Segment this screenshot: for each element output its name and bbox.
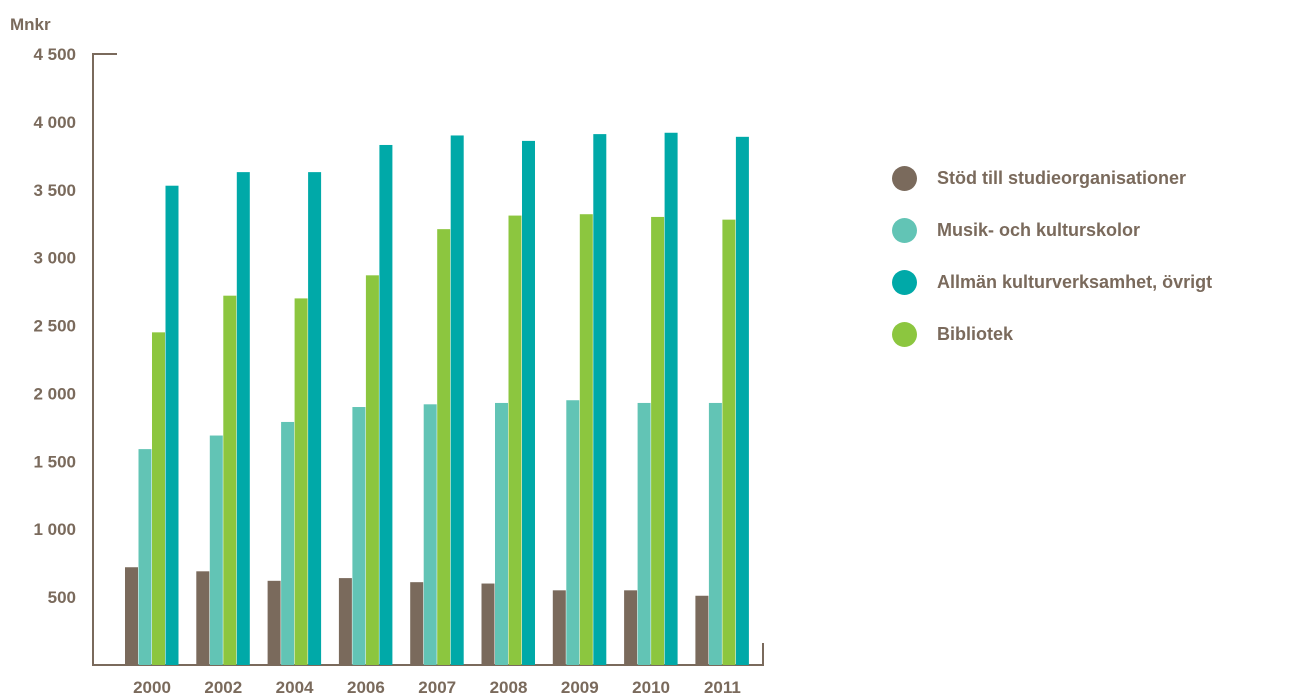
bars [125,132,749,666]
y-tick-label: 4 000 [33,113,76,132]
y-axis-ticks: 500 1 000 1 500 2 000 2 500 3 000 3 500 4 000 4 … [33,45,76,607]
bar [196,571,210,665]
x-tick-label: 2004 [276,678,314,697]
legend-item: Stöd till studieorganisationer [892,165,1212,191]
bar [495,402,508,665]
y-tick-label: 2 000 [33,384,76,403]
y-tick-label: 3 500 [33,181,76,200]
bar [281,421,295,665]
bar [294,298,308,665]
bar [508,215,522,665]
bar [138,449,152,665]
y-tick-label: 1 500 [33,452,76,471]
x-tick-label: 2011 [704,678,741,697]
bar [423,404,437,665]
y-tick-label: 4 500 [33,45,76,64]
bar [352,407,366,665]
legend-item: Bibliotek [892,321,1212,347]
bar [223,295,237,665]
y-unit-label: Mnkr [10,15,51,34]
bar [624,590,638,665]
x-tick-label: 2010 [632,678,670,697]
axes [92,53,764,666]
bar [379,144,393,665]
bar [410,582,424,665]
bar [651,216,665,665]
legend-swatch [892,321,917,347]
x-tick-label: 2000 [133,678,171,697]
bar [365,275,379,665]
bar [152,332,165,665]
bar [593,134,607,665]
bar [267,580,281,665]
legend-label: Musik- och kulturskolor [937,219,1141,240]
x-tick-label: 2002 [204,678,242,697]
legend-label: Allmän kulturverksamhet, övrigt [937,271,1213,292]
bar [722,219,736,665]
bar [209,435,223,665]
legend-swatch [892,269,917,295]
bar [236,172,250,666]
legend-label: Bibliotek [937,323,1014,344]
bar [735,136,749,665]
bar [450,135,464,665]
bar [708,402,722,665]
legend-label: Stöd till studieorganisationer [937,167,1187,188]
bar [125,567,138,665]
y-tick-label: 500 [48,588,76,607]
bar [637,402,651,665]
bar [695,595,709,665]
x-axis-labels: 2000 2002 2004 2006 2007 2008 2009 2010 2011 [133,678,741,697]
bar [308,172,322,666]
bar [481,583,495,665]
legend-item: Musik- och kulturskolor [892,217,1212,243]
bar [552,590,566,665]
axis-line [92,53,764,666]
legend: Stöd till studieorganisationer Musik- och… [892,165,1212,373]
bar [338,578,352,665]
x-tick-label: 2007 [418,678,456,697]
x-tick-label: 2009 [561,678,599,697]
bar [579,214,593,665]
bar [522,140,535,666]
legend-item: Allmän kulturverksamhet, övrigt [892,269,1212,295]
legend-swatch [892,165,917,191]
x-tick-label: 2006 [347,678,385,697]
bar [165,185,179,665]
x-tick-label: 2008 [490,678,528,697]
bar [566,400,580,665]
bar [437,229,451,666]
bar [664,132,678,666]
legend-swatch [892,217,917,243]
y-tick-label: 2 500 [33,317,76,336]
y-tick-label: 1 000 [33,520,76,539]
y-tick-label: 3 000 [33,249,76,268]
